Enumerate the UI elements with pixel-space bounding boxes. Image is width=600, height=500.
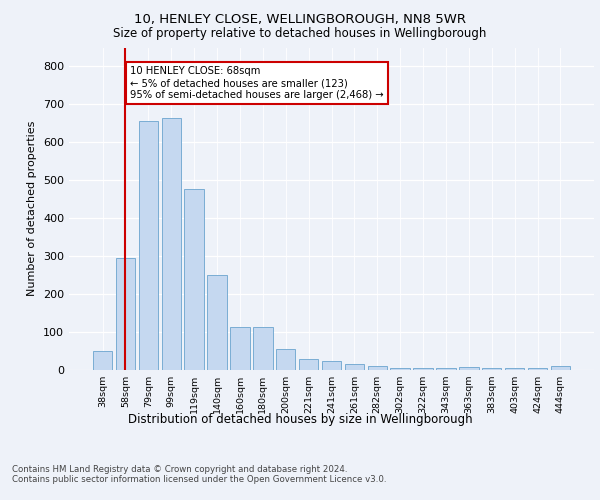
Bar <box>139 122 158 370</box>
Bar <box>344 364 364 370</box>
Bar <box>230 327 250 370</box>
Bar <box>208 275 227 370</box>
Bar <box>299 358 319 370</box>
Bar <box>436 368 455 370</box>
Bar <box>276 349 295 370</box>
Text: 10 HENLEY CLOSE: 68sqm
← 5% of detached houses are smaller (123)
95% of semi-det: 10 HENLEY CLOSE: 68sqm ← 5% of detached … <box>130 66 383 100</box>
Bar <box>253 327 272 370</box>
Y-axis label: Number of detached properties: Number of detached properties <box>28 121 37 296</box>
Bar <box>505 368 524 370</box>
Bar <box>184 188 204 370</box>
Bar <box>551 366 570 370</box>
Bar <box>368 366 387 370</box>
Bar <box>459 367 479 370</box>
Bar <box>116 258 135 370</box>
Bar <box>322 360 341 370</box>
Bar <box>413 368 433 370</box>
Bar <box>93 351 112 370</box>
Bar <box>391 368 410 370</box>
Bar <box>482 368 502 370</box>
Text: Size of property relative to detached houses in Wellingborough: Size of property relative to detached ho… <box>113 28 487 40</box>
Bar <box>528 368 547 370</box>
Text: 10, HENLEY CLOSE, WELLINGBOROUGH, NN8 5WR: 10, HENLEY CLOSE, WELLINGBOROUGH, NN8 5W… <box>134 12 466 26</box>
Text: Contains public sector information licensed under the Open Government Licence v3: Contains public sector information licen… <box>12 475 386 484</box>
Text: Distribution of detached houses by size in Wellingborough: Distribution of detached houses by size … <box>128 412 472 426</box>
Bar <box>161 118 181 370</box>
Text: Contains HM Land Registry data © Crown copyright and database right 2024.: Contains HM Land Registry data © Crown c… <box>12 465 347 474</box>
